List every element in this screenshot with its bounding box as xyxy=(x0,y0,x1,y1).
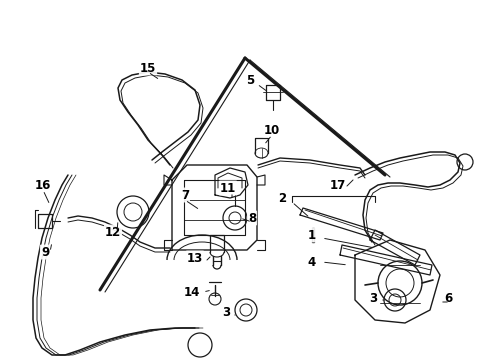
Text: 3: 3 xyxy=(369,292,377,305)
Bar xyxy=(312,228,314,242)
Text: 5: 5 xyxy=(246,73,254,86)
Text: 4: 4 xyxy=(308,256,316,269)
Text: 16: 16 xyxy=(35,179,51,192)
Text: 3: 3 xyxy=(222,306,230,319)
Text: 7: 7 xyxy=(181,189,189,202)
Text: 1: 1 xyxy=(308,229,316,242)
Text: 14: 14 xyxy=(184,285,200,298)
Text: 15: 15 xyxy=(140,62,156,75)
Text: 2: 2 xyxy=(278,192,286,204)
Text: 8: 8 xyxy=(248,212,256,225)
Text: 11: 11 xyxy=(220,181,236,194)
Text: 10: 10 xyxy=(264,123,280,136)
Text: 12: 12 xyxy=(105,225,121,239)
Text: 13: 13 xyxy=(187,252,203,265)
Text: 9: 9 xyxy=(41,246,49,258)
Text: 6: 6 xyxy=(444,292,452,305)
Text: 17: 17 xyxy=(330,179,346,192)
